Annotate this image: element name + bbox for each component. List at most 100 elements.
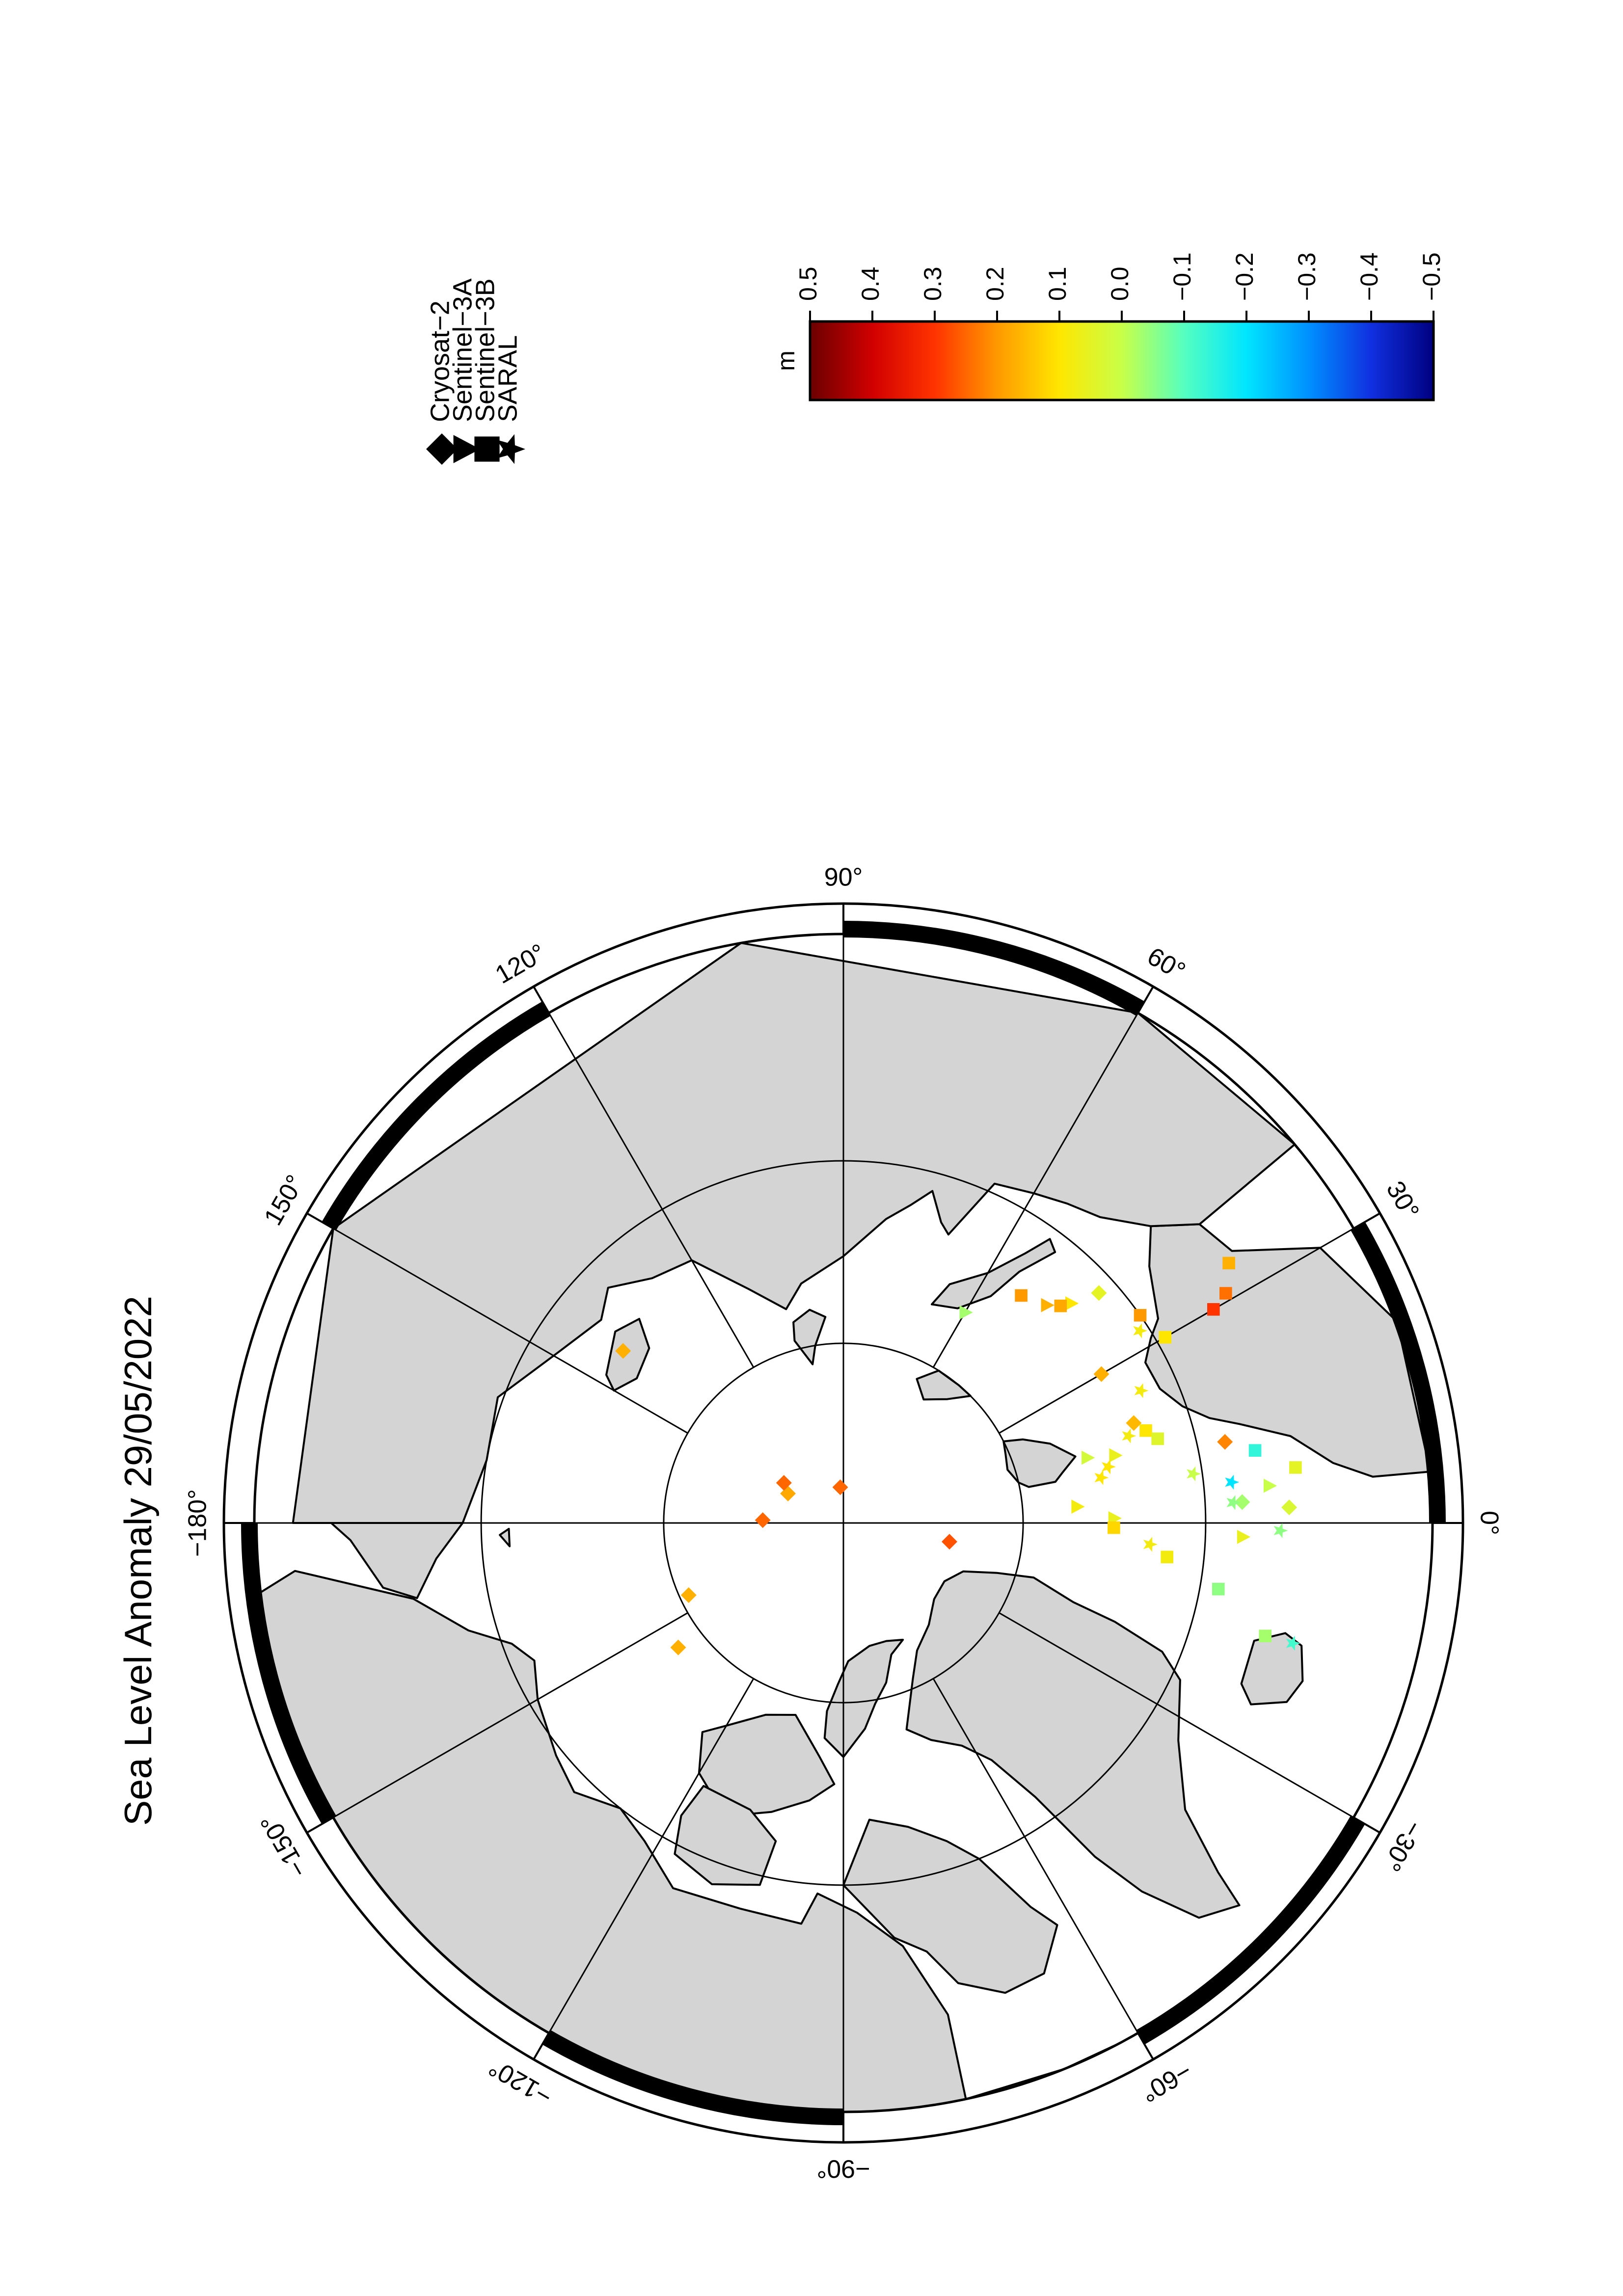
frame-tick — [533, 986, 550, 1014]
frame-tick — [1137, 986, 1154, 1014]
land-baffin — [842, 1818, 1058, 1994]
longitude-label: −180° — [184, 1489, 212, 1557]
meridian-line — [538, 1678, 755, 2051]
frame-tick — [1137, 2032, 1154, 2060]
land-novaya-zemlya — [931, 1238, 1056, 1309]
observation-diamond — [670, 1639, 686, 1655]
observation-triangle — [1109, 1448, 1123, 1463]
meridian-line — [316, 1218, 688, 1434]
observation-diamond — [1217, 1434, 1233, 1450]
observation-diamond — [680, 1587, 697, 1603]
observation-star — [1134, 1383, 1149, 1398]
map-frame — [222, 902, 1464, 2144]
land-arctic-archipelago — [698, 1713, 836, 1817]
legend-label: Sentinel−3A — [448, 278, 477, 422]
observation-star — [1122, 1428, 1136, 1443]
observation-diamond — [615, 1343, 631, 1359]
land-scandinavia — [1144, 1223, 1432, 1478]
meridian-line — [538, 995, 755, 1368]
colorbar-tick-label: 0.4 — [857, 267, 884, 301]
land-northern-russia — [292, 942, 1296, 1524]
legend-symbol-star — [497, 434, 525, 464]
observation-diamond — [1281, 1499, 1298, 1516]
observation-diamond — [1234, 1494, 1250, 1510]
colorbar-tick-label: −0.4 — [1355, 252, 1383, 301]
colorbar: 0.5 0.4 0.3 0.2 0.1 0.0 −0.1 −0.2 −0.3 −0.4 −0.5 m — [772, 252, 1445, 401]
observation-triangle — [1237, 1529, 1250, 1544]
observation-star — [1273, 1523, 1288, 1538]
observation-square — [1289, 1461, 1302, 1474]
frame-segment — [1136, 1815, 1365, 2045]
frame-segment — [843, 921, 1145, 1016]
colorbar-gradient — [809, 320, 1435, 401]
land-ellesmere — [823, 1638, 904, 1758]
colorbar-ticks: 0.5 0.4 0.3 0.2 0.1 0.0 −0.1 −0.2 −0.3 −0.4 −0.5 — [794, 252, 1445, 321]
legend-label: Cryosat−2 — [425, 300, 455, 422]
longitude-label: 0° — [1475, 1511, 1503, 1535]
longitude-label: −150° — [255, 1809, 313, 1882]
observation-star — [1187, 1466, 1201, 1482]
observation-triangle — [1041, 1298, 1055, 1312]
graticule — [254, 934, 1433, 2112]
land-greenland — [905, 1570, 1241, 1919]
observation-square — [1054, 1299, 1067, 1312]
frame-tick — [306, 1212, 334, 1229]
legend-symbol-triangle — [453, 435, 480, 463]
longitude-label: 30° — [1380, 1176, 1425, 1224]
frame-segment — [1351, 1222, 1446, 1523]
observation-star — [1226, 1495, 1241, 1510]
frame-segment — [542, 2030, 844, 2125]
observation-triangle — [1065, 1296, 1079, 1311]
observation-diamond — [832, 1479, 848, 1495]
observation-square — [1161, 1550, 1173, 1564]
meridian-line — [999, 1612, 1371, 1828]
observation-square — [1151, 1432, 1164, 1445]
frame-tick — [533, 2032, 550, 2060]
colorbar-tick-label: 0.1 — [1044, 267, 1071, 301]
observation-diamond — [1091, 1285, 1107, 1301]
observation-triangle — [1071, 1499, 1085, 1514]
observation-square — [1259, 1629, 1271, 1642]
colorbar-tick-label: −0.2 — [1231, 252, 1258, 301]
observation-diamond — [776, 1475, 792, 1491]
observation-points — [615, 1256, 1302, 1655]
frame-tick — [1353, 1212, 1380, 1229]
frame-tick — [1353, 1816, 1380, 1834]
observation-square — [1248, 1444, 1262, 1457]
colorbar-tick-label: 0.0 — [1106, 267, 1134, 301]
legend-label: SARAL — [493, 335, 522, 422]
longitude-label: 60° — [1142, 942, 1190, 986]
observation-triangle — [1263, 1478, 1277, 1493]
observation-diamond — [1126, 1415, 1142, 1431]
frame-segment — [241, 1522, 336, 1824]
observation-square — [1159, 1331, 1172, 1344]
meridian-line — [999, 1218, 1371, 1434]
observation-star — [1101, 1459, 1116, 1474]
frame-segment — [322, 1001, 551, 1230]
meridian-line — [932, 1678, 1149, 2051]
observation-square — [1015, 1289, 1028, 1302]
legend-label: Sentinel−3B — [470, 278, 500, 422]
observation-diamond — [1093, 1366, 1109, 1382]
colorbar-tick-label: −0.3 — [1293, 252, 1321, 301]
observation-square — [1139, 1424, 1152, 1437]
longitude-label: −120° — [484, 2053, 557, 2111]
observation-square — [1222, 1256, 1235, 1270]
observation-triangle — [1082, 1450, 1095, 1465]
colorbar-tick-label: −0.5 — [1418, 252, 1445, 301]
observation-square — [1134, 1309, 1147, 1322]
observation-diamond — [942, 1534, 957, 1550]
colorbar-unit: m — [772, 350, 800, 371]
observation-star — [1094, 1470, 1109, 1485]
observation-diamond — [755, 1512, 771, 1528]
colorbar-tick-label: −0.1 — [1168, 252, 1196, 301]
legend-symbol-diamond — [426, 433, 458, 465]
legend-symbol-square — [474, 436, 500, 462]
figure-title: Sea Level Anomaly 29/05/2022 — [116, 1296, 160, 1826]
observation-square — [1219, 1287, 1232, 1300]
land-wrangel — [499, 1527, 511, 1548]
observation-square — [1108, 1521, 1120, 1534]
longitude-label: −90° — [816, 2154, 870, 2183]
